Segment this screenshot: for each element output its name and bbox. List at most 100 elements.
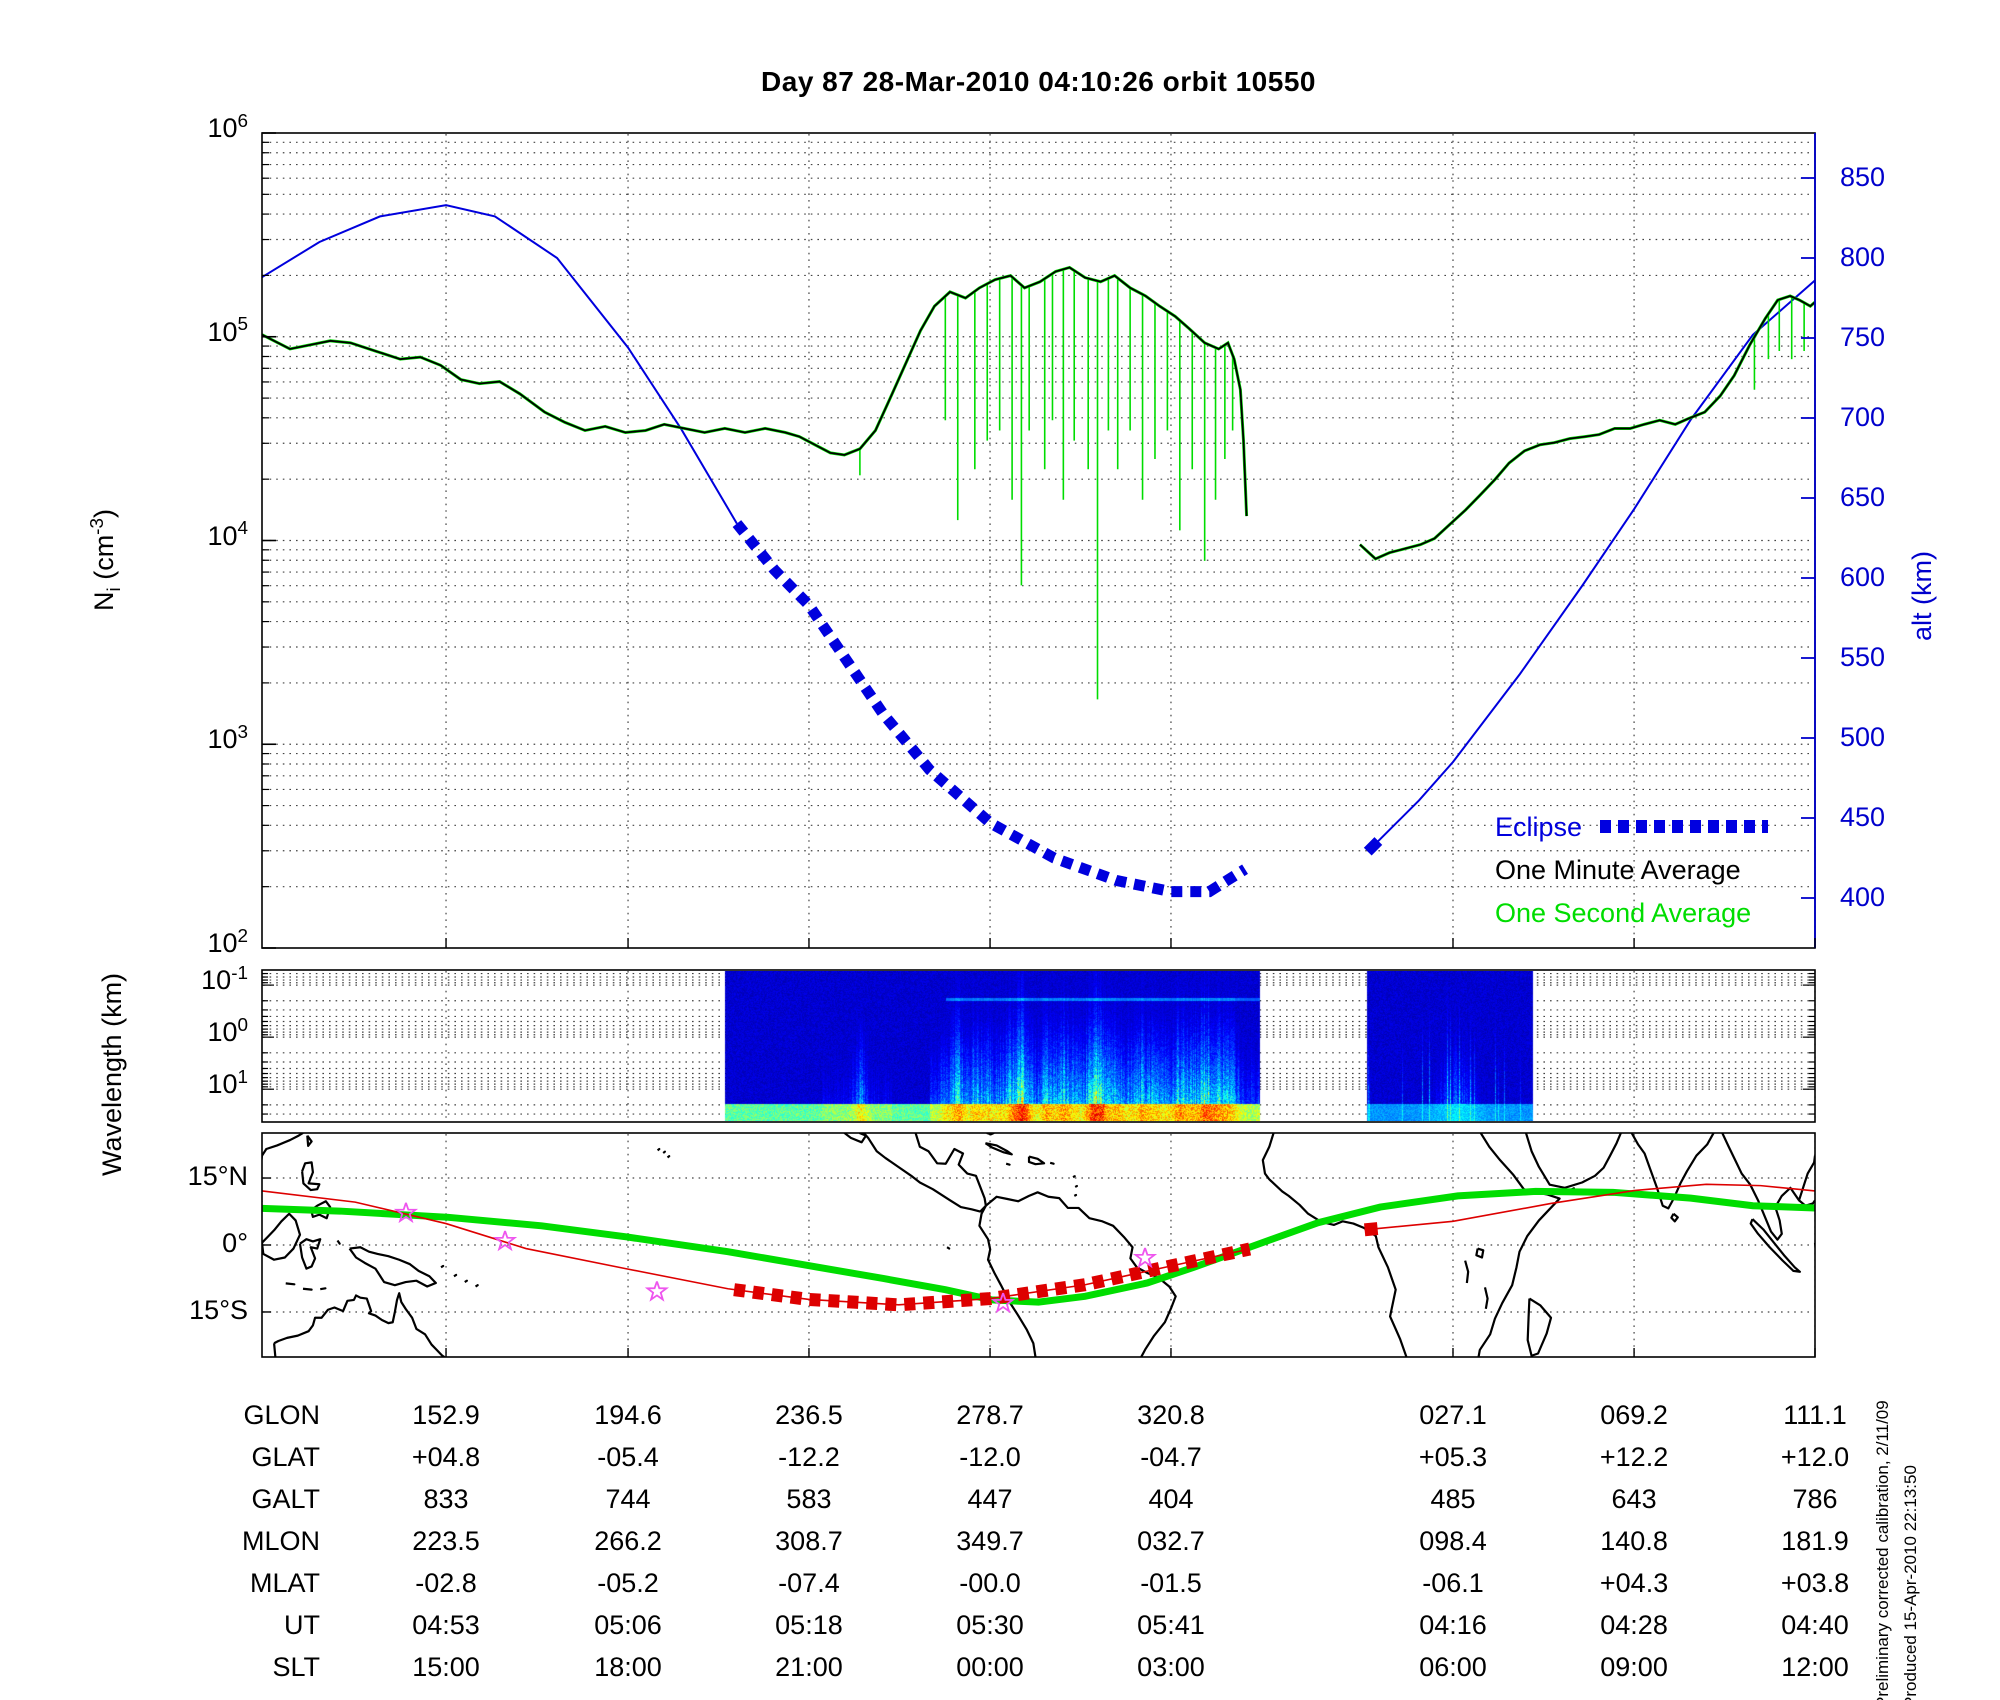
- coastline: [1049, 1161, 1055, 1165]
- table-cell: 06:00: [1419, 1652, 1487, 1682]
- coastline: [1839, 1283, 1848, 1284]
- coastline: [440, 1264, 445, 1269]
- coastline: [272, 1343, 277, 1357]
- wavelength-tick-label: 10-1: [201, 962, 248, 996]
- coastline: [1853, 1239, 1873, 1268]
- table-cell: -05.2: [597, 1568, 659, 1598]
- alt-curve-isolated-dash: [1363, 837, 1383, 856]
- coastline: [1074, 1184, 1078, 1188]
- legend-eclipse-dashes-sample: [1600, 820, 1768, 833]
- table-cell: 266.2: [594, 1526, 662, 1556]
- wavelength-spectrogram: [263, 971, 1814, 1121]
- legend: Eclipse One Minute Average One Second Aver…: [1495, 812, 1768, 941]
- map-lat-label: 15°N: [187, 1161, 248, 1192]
- coastline: [262, 1155, 264, 1164]
- table-cell: -02.8: [415, 1568, 477, 1598]
- coastline: [1855, 1162, 1872, 1190]
- table-cell: 223.5: [412, 1526, 480, 1556]
- ni-label-exp: -3: [86, 518, 108, 535]
- coastline: [301, 1161, 321, 1192]
- coastline: [1749, 1218, 1802, 1273]
- coastline: [1827, 1293, 1997, 1357]
- alt-tick-label: 600: [1840, 562, 1886, 592]
- coastline: [1670, 1212, 1679, 1223]
- table-cell: 152.9: [412, 1400, 480, 1430]
- map-group: [262, 1133, 1997, 1357]
- coastline: [453, 1273, 458, 1278]
- table-cell: 05:18: [775, 1610, 843, 1640]
- coastline: [1005, 1162, 1011, 1166]
- alt-tick-label: 800: [1840, 242, 1886, 272]
- station-star-icon: [1132, 1247, 1158, 1269]
- wavelength-tick-label: 101: [207, 1066, 248, 1100]
- station-star-icon: [990, 1292, 1016, 1314]
- coastline: [666, 1155, 671, 1159]
- coastline: [1860, 1136, 1864, 1146]
- ni-tick-label: 104: [207, 518, 248, 551]
- table-cell: 111.1: [1783, 1400, 1847, 1430]
- table-cell: +04.8: [411, 1442, 481, 1472]
- coastline: [1827, 1343, 1828, 1357]
- ni-tick-label: 106: [207, 110, 248, 143]
- table-cell: 21:00: [775, 1652, 843, 1682]
- table-cell: 404: [1148, 1484, 1194, 1514]
- table-cell: 447: [967, 1484, 1013, 1514]
- magnetic-equator: [262, 1187, 1815, 1306]
- alt-tick-label: 550: [1840, 642, 1886, 672]
- legend-label: One Minute Average: [1495, 855, 1741, 885]
- coastline: [302, 1287, 313, 1291]
- table-cell: 00:00: [956, 1652, 1024, 1682]
- ni-tick-label: 105: [207, 314, 248, 347]
- table-cell: -04.7: [1140, 1442, 1202, 1472]
- station-star-icon: [393, 1202, 419, 1224]
- table-cell: 04:53: [412, 1610, 480, 1640]
- table-cell: -07.4: [778, 1568, 840, 1598]
- legend-entry: One Second Average: [1495, 898, 1751, 941]
- table-cell: 278.7: [956, 1400, 1024, 1430]
- table-cell: 032.7: [1137, 1526, 1205, 1556]
- table-cell: -06.1: [1422, 1568, 1484, 1598]
- table-cell: +04.3: [1599, 1568, 1669, 1598]
- legend-entry: One Minute Average: [1495, 855, 1751, 898]
- table-cell: 05:30: [956, 1610, 1024, 1640]
- table-cell: 05:41: [1137, 1610, 1205, 1640]
- legend-label: One Second Average: [1495, 898, 1752, 928]
- table-cell: 069.2: [1600, 1400, 1668, 1430]
- coastline: [464, 1279, 469, 1283]
- table-cell: 04:16: [1419, 1610, 1487, 1640]
- coastline: [348, 1246, 437, 1288]
- coastline: [336, 1239, 341, 1245]
- station-star-icon: [492, 1230, 518, 1252]
- table-cell: 485: [1430, 1484, 1476, 1514]
- coastline: [1813, 1241, 1815, 1253]
- table-cell: 04:40: [1781, 1610, 1849, 1640]
- wavelength-axis-label: Wavelength (km): [97, 972, 127, 1176]
- table-cell: 140.8: [1600, 1526, 1668, 1556]
- coastline: [984, 1142, 1013, 1156]
- map-lat-label: 15°S: [189, 1294, 248, 1325]
- alt-curve-eclipse-dashed: [732, 520, 1248, 898]
- alt-tick-label: 400: [1840, 882, 1886, 912]
- alt-tick-label: 450: [1840, 802, 1886, 832]
- coastline: [1464, 1260, 1470, 1284]
- ni-axis-label: Ni (cm-3): [86, 509, 125, 611]
- one-second-curve-2: [1358, 294, 1816, 561]
- alt-curve-solid-2: [1367, 279, 1816, 853]
- table-cell: 744: [605, 1484, 651, 1514]
- table-cell: 236.5: [775, 1400, 843, 1430]
- coastline: [656, 1147, 661, 1152]
- coastline: [1072, 1175, 1076, 1179]
- station-star-icon: [644, 1281, 670, 1302]
- table-cell: 15:00: [412, 1652, 480, 1682]
- one-minute-curve-2: [1359, 295, 1816, 560]
- coastline: [1856, 1289, 1865, 1290]
- coastline: [1524, 1133, 1622, 1189]
- ni-label-mid: (cm: [89, 534, 119, 588]
- table-cell: 18:00: [594, 1652, 662, 1682]
- table-cell: 04:28: [1600, 1610, 1668, 1640]
- table-cell: 194.6: [594, 1400, 662, 1430]
- ni-tick-label: 102: [207, 925, 248, 958]
- coastline: [306, 1134, 313, 1147]
- coastline: [1483, 1287, 1489, 1310]
